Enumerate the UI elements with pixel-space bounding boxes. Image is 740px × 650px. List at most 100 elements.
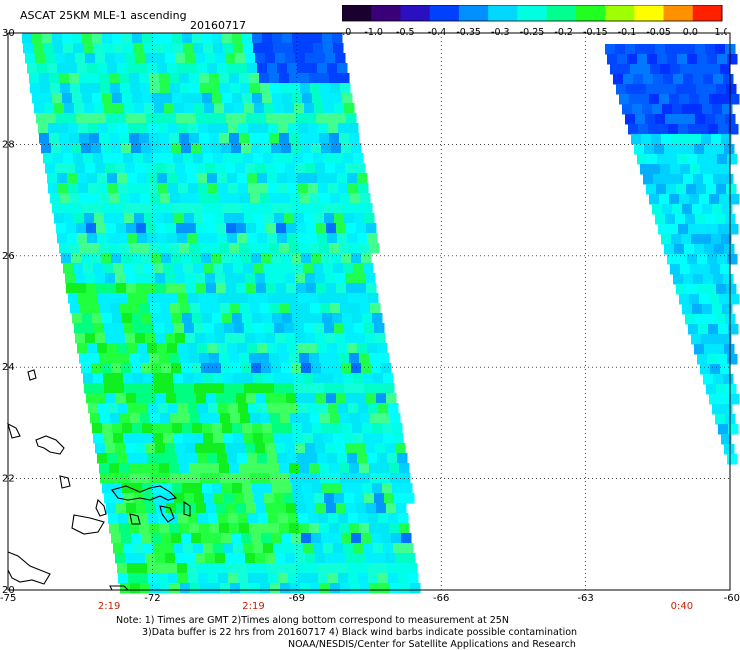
swath-cell (322, 423, 333, 434)
swath-cell (223, 433, 234, 444)
swath-cell (194, 493, 205, 504)
swath-cell (186, 223, 197, 234)
swath-cell (120, 413, 131, 424)
colorbar-label: -0.2 (554, 27, 573, 37)
swath-cell (96, 393, 107, 404)
swath-cell (178, 513, 189, 524)
swath-cell (200, 583, 211, 594)
swath-cell (281, 253, 292, 264)
swath-cell (314, 323, 325, 334)
swath-cell (684, 144, 695, 155)
swath-cell (701, 234, 712, 245)
swath-cell (240, 193, 251, 204)
swath-cell (163, 153, 174, 164)
swath-cell (312, 313, 323, 324)
swath-cell (298, 573, 309, 584)
swath-cell (129, 73, 140, 84)
swath-cell (117, 563, 128, 574)
swath-cell (344, 493, 355, 504)
swath-cell (223, 543, 234, 554)
swath-cell (717, 254, 728, 265)
swath-cell (144, 323, 155, 334)
swath-cell (255, 53, 266, 64)
swath-cell (325, 333, 336, 344)
swath-cell (137, 453, 148, 464)
swath-cell (199, 243, 210, 254)
swath-cell (268, 183, 279, 194)
swath-cell (92, 423, 103, 434)
swath-cell (217, 343, 228, 354)
swath-cell (52, 203, 63, 214)
swath-cell (42, 33, 53, 44)
swath-cell (335, 273, 346, 284)
swath-cell (689, 294, 700, 305)
swath-cell (93, 373, 104, 384)
swath-cell (54, 213, 65, 224)
swath-cell (689, 194, 700, 205)
swath-cell (189, 133, 200, 144)
swath-cell (127, 343, 138, 354)
swath-cell (402, 483, 413, 494)
swath-cell (174, 323, 185, 334)
swath-cell (329, 133, 340, 144)
swath-cell (354, 323, 365, 334)
swath-cell (127, 173, 138, 184)
swath-cell (242, 423, 253, 434)
swath-cell (248, 123, 259, 134)
swath-cell (129, 523, 140, 534)
swath-cell (296, 503, 307, 514)
swath-cell (375, 443, 386, 454)
swath-cell (39, 133, 50, 144)
swath-cell (100, 303, 111, 314)
swath-cell (60, 83, 71, 94)
swath-cell (230, 583, 241, 594)
swath-cell (329, 353, 340, 364)
swath-cell (201, 363, 212, 374)
swath-cell (315, 553, 326, 564)
swath-cell (277, 453, 288, 464)
swath-cell (238, 513, 249, 524)
swath-cell (218, 573, 229, 584)
swath-cell (267, 343, 278, 354)
swath-cell (229, 463, 240, 474)
swath-cell (164, 323, 175, 334)
swath-cell (712, 304, 723, 315)
swath-cell (104, 213, 115, 224)
swath-cell (311, 363, 322, 374)
swath-cell (172, 483, 183, 494)
swath-cell (119, 133, 130, 144)
swath-cell (233, 373, 244, 384)
swath-cell (354, 383, 365, 394)
swath-cell (83, 263, 94, 274)
swath-cell (303, 263, 314, 274)
swath-cell (90, 83, 101, 94)
swath-cell (196, 393, 207, 404)
swath-cell (185, 53, 196, 64)
swath-cell (717, 354, 728, 365)
swath-cell (176, 223, 187, 234)
swath-cell (117, 233, 128, 244)
swath-cell (69, 73, 80, 84)
swath-cell (62, 93, 73, 104)
swath-cell (181, 533, 192, 544)
swath-cell (130, 473, 141, 484)
swath-cell (274, 383, 285, 394)
swath-cell (665, 44, 676, 55)
swath-cell (659, 194, 670, 205)
swath-cell (638, 124, 649, 135)
swath-cell (179, 523, 190, 534)
swath-cell (253, 153, 264, 164)
swath-cell (729, 394, 740, 405)
swath-cell (619, 94, 630, 105)
swath-cell (328, 573, 339, 584)
swath-cell (187, 63, 198, 74)
swath-cell (189, 463, 200, 474)
swath-cell (249, 523, 260, 534)
swath-cell (356, 223, 367, 234)
swath-cell (305, 443, 316, 454)
swath-cell (129, 243, 140, 254)
swath-cell (299, 243, 310, 254)
swath-cell (243, 373, 254, 384)
swath-cell (290, 303, 301, 314)
swath-cell (356, 283, 367, 294)
